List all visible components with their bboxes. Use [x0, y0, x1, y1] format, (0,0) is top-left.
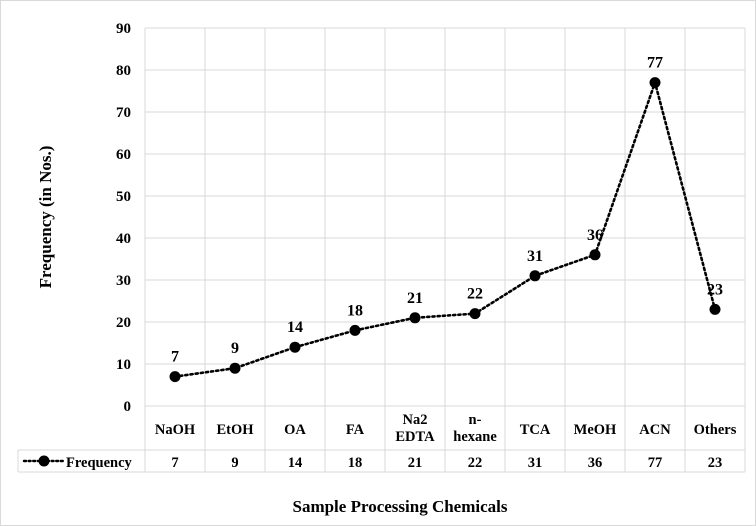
data-label: 9 [231, 340, 239, 357]
y-tick-label: 40 [116, 231, 131, 247]
data-point [709, 303, 721, 315]
category-label: EtOH [216, 422, 254, 438]
data-label: 36 [587, 227, 603, 244]
data-table-value: 22 [468, 455, 483, 471]
data-label: 7 [171, 349, 179, 366]
y-tick-label: 90 [116, 21, 131, 37]
legend-marker-icon [38, 455, 50, 467]
y-tick-label: 60 [116, 147, 131, 163]
y-tick-label: 30 [116, 273, 131, 289]
data-table-value: 23 [708, 455, 723, 471]
category-label: MeOH [574, 422, 617, 438]
category-label: hexane [453, 429, 497, 445]
data-label: 14 [287, 319, 303, 336]
series-line-frequency [173, 78, 717, 378]
data-point [589, 249, 601, 261]
data-table-value: 77 [648, 455, 663, 471]
y-tick-label: 10 [116, 357, 131, 373]
data-table-value: 14 [288, 455, 303, 471]
data-label: 77 [647, 55, 663, 72]
category-label: EDTA [395, 429, 435, 445]
data-point [469, 308, 481, 320]
category-label: Others [694, 422, 737, 438]
category-label: Na2 [403, 412, 428, 428]
data-point [229, 362, 241, 374]
y-tick-label: 50 [116, 189, 131, 205]
data-label: 23 [707, 281, 723, 298]
data-point [289, 341, 301, 353]
y-tick-label: 80 [116, 63, 131, 79]
data-label: 31 [527, 248, 543, 265]
data-point [349, 324, 361, 336]
y-tick-label: 70 [116, 105, 131, 121]
category-label: ACN [639, 422, 671, 438]
category-label: OA [284, 422, 306, 438]
data-label: 18 [347, 302, 363, 319]
data-label: 21 [407, 290, 423, 307]
category-label: FA [346, 422, 365, 438]
data-table-value: 9 [231, 455, 238, 471]
data-point [529, 270, 541, 282]
data-point [409, 312, 421, 324]
data-table-value: 36 [588, 455, 603, 471]
data-point [169, 371, 181, 383]
category-label: NaOH [155, 422, 196, 438]
data-table-value: 18 [348, 455, 363, 471]
legend-label: Frequency [66, 455, 133, 471]
y-axis-title: Frequency (in Nos.) [36, 146, 55, 289]
data-table-value: 7 [171, 455, 178, 471]
data-point [649, 77, 661, 89]
category-label: TCA [520, 422, 551, 438]
data-table-value: 21 [408, 455, 423, 471]
y-tick-label: 20 [116, 315, 131, 331]
data-table-value: 31 [528, 455, 543, 471]
y-tick-label: 0 [124, 399, 132, 415]
category-label: n- [469, 412, 482, 428]
x-axis-title: Sample Processing Chemicals [292, 497, 507, 516]
data-label: 22 [467, 286, 483, 303]
